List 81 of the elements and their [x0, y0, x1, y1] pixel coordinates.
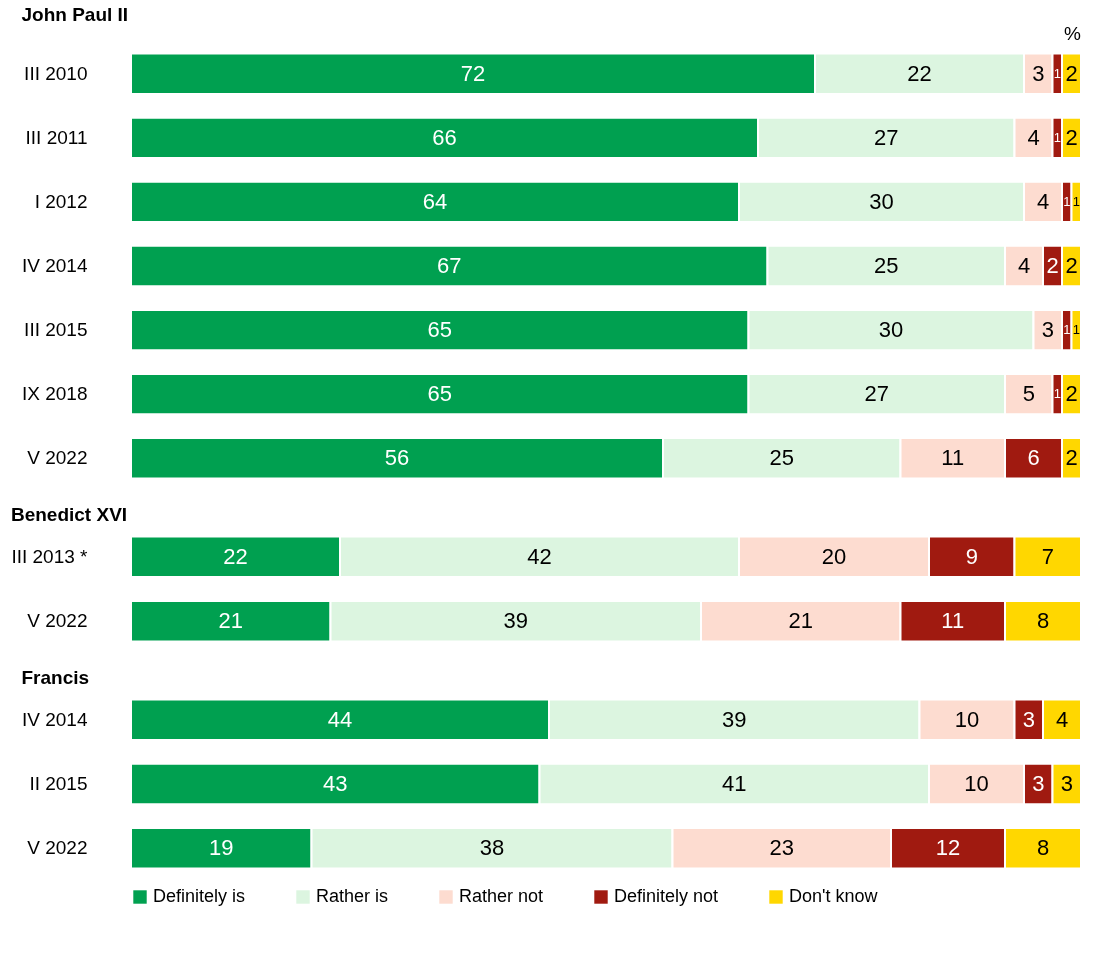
data-label: 27	[874, 124, 899, 150]
data-label: 25	[769, 445, 794, 471]
data-label: 8	[1036, 608, 1050, 634]
data-label: 10	[954, 706, 980, 732]
annotation: %	[1064, 23, 1082, 44]
y-tick-label: III 2011	[25, 126, 88, 148]
data-label: 1	[1053, 386, 1061, 402]
data-label: 2	[1065, 124, 1078, 150]
data-label: 3	[1041, 317, 1054, 343]
data-label: 8	[1036, 835, 1050, 861]
data-label: 1	[1053, 129, 1061, 145]
data-label: 43	[323, 771, 348, 796]
legend-label: Don't know	[789, 886, 879, 906]
data-label: 20	[821, 543, 847, 569]
data-label: 22	[223, 543, 248, 569]
data-label: 2	[1046, 253, 1059, 278]
y-tick-label: V 2022	[27, 447, 88, 469]
data-label: 2	[1065, 60, 1078, 86]
data-label: 11	[941, 608, 965, 634]
y-tick-label: V 2022	[27, 837, 88, 859]
data-label: 39	[722, 706, 747, 732]
data-label: 41	[722, 771, 747, 796]
legend-label: Rather is	[316, 886, 389, 906]
data-label: 4	[1027, 124, 1040, 150]
data-label: 56	[384, 445, 410, 471]
legend-label: Definitely not	[614, 886, 719, 906]
y-tick-label: III 2010	[24, 62, 88, 84]
data-label: 4	[1036, 188, 1050, 214]
data-label: 64	[422, 188, 448, 214]
data-label: 1	[1072, 322, 1080, 338]
data-label: 42	[527, 543, 552, 569]
data-label: 4	[1017, 253, 1031, 278]
data-label: 21	[788, 608, 813, 634]
data-label: 21	[218, 608, 243, 634]
data-label: 2	[1065, 253, 1078, 278]
data-label: 7	[1041, 543, 1054, 569]
data-label: 2	[1065, 445, 1078, 471]
data-label: 27	[864, 381, 889, 407]
data-label: 22	[907, 60, 932, 86]
data-label: 25	[874, 253, 899, 278]
data-label: 30	[869, 188, 894, 214]
y-tick-label: IV 2014	[22, 255, 88, 276]
data-label: 4	[1055, 706, 1069, 732]
data-label: 3	[1060, 771, 1073, 796]
data-label: 19	[209, 835, 234, 861]
data-label: 2	[1065, 381, 1078, 407]
data-label: 38	[479, 835, 505, 861]
data-label: 23	[769, 835, 794, 861]
chart-title: Benedict XVI	[10, 504, 128, 525]
data-label: 3	[1032, 771, 1045, 796]
y-tick-label: IX 2018	[22, 383, 88, 405]
data-label: 11	[941, 445, 965, 471]
data-label: 3	[1032, 60, 1045, 86]
data-label: 1	[1053, 65, 1061, 81]
data-label: 1	[1063, 193, 1071, 209]
data-label: 3	[1022, 706, 1035, 732]
data-label: 10	[964, 771, 989, 796]
data-label: 65	[427, 381, 452, 407]
data-label: 44	[327, 706, 353, 732]
data-label: 6	[1027, 445, 1040, 471]
data-label: 66	[432, 124, 457, 150]
data-label: 5	[1022, 381, 1035, 407]
data-label: 1	[1063, 322, 1071, 338]
data-label: 9	[965, 543, 978, 569]
chart-title: Francis	[21, 667, 90, 688]
legend-label: Definitely is	[153, 886, 246, 906]
y-tick-label: II 2015	[29, 773, 88, 794]
data-label: 39	[503, 608, 528, 634]
y-tick-label: IV 2014	[22, 708, 88, 730]
data-label: 67	[437, 253, 462, 278]
y-tick-label: I 2012	[34, 190, 88, 212]
y-tick-label: III 2015	[24, 319, 88, 341]
legend-label: Rather not	[459, 886, 544, 906]
data-label: 12	[935, 835, 961, 861]
data-label: 65	[427, 317, 452, 343]
data-label: 1	[1072, 193, 1080, 209]
chart-title: John Paul II	[21, 4, 129, 25]
data-label: 72	[460, 60, 486, 86]
data-label: 30	[878, 317, 904, 343]
y-tick-label: V 2022	[27, 610, 88, 632]
y-tick-label: III 2013 *	[11, 545, 89, 567]
